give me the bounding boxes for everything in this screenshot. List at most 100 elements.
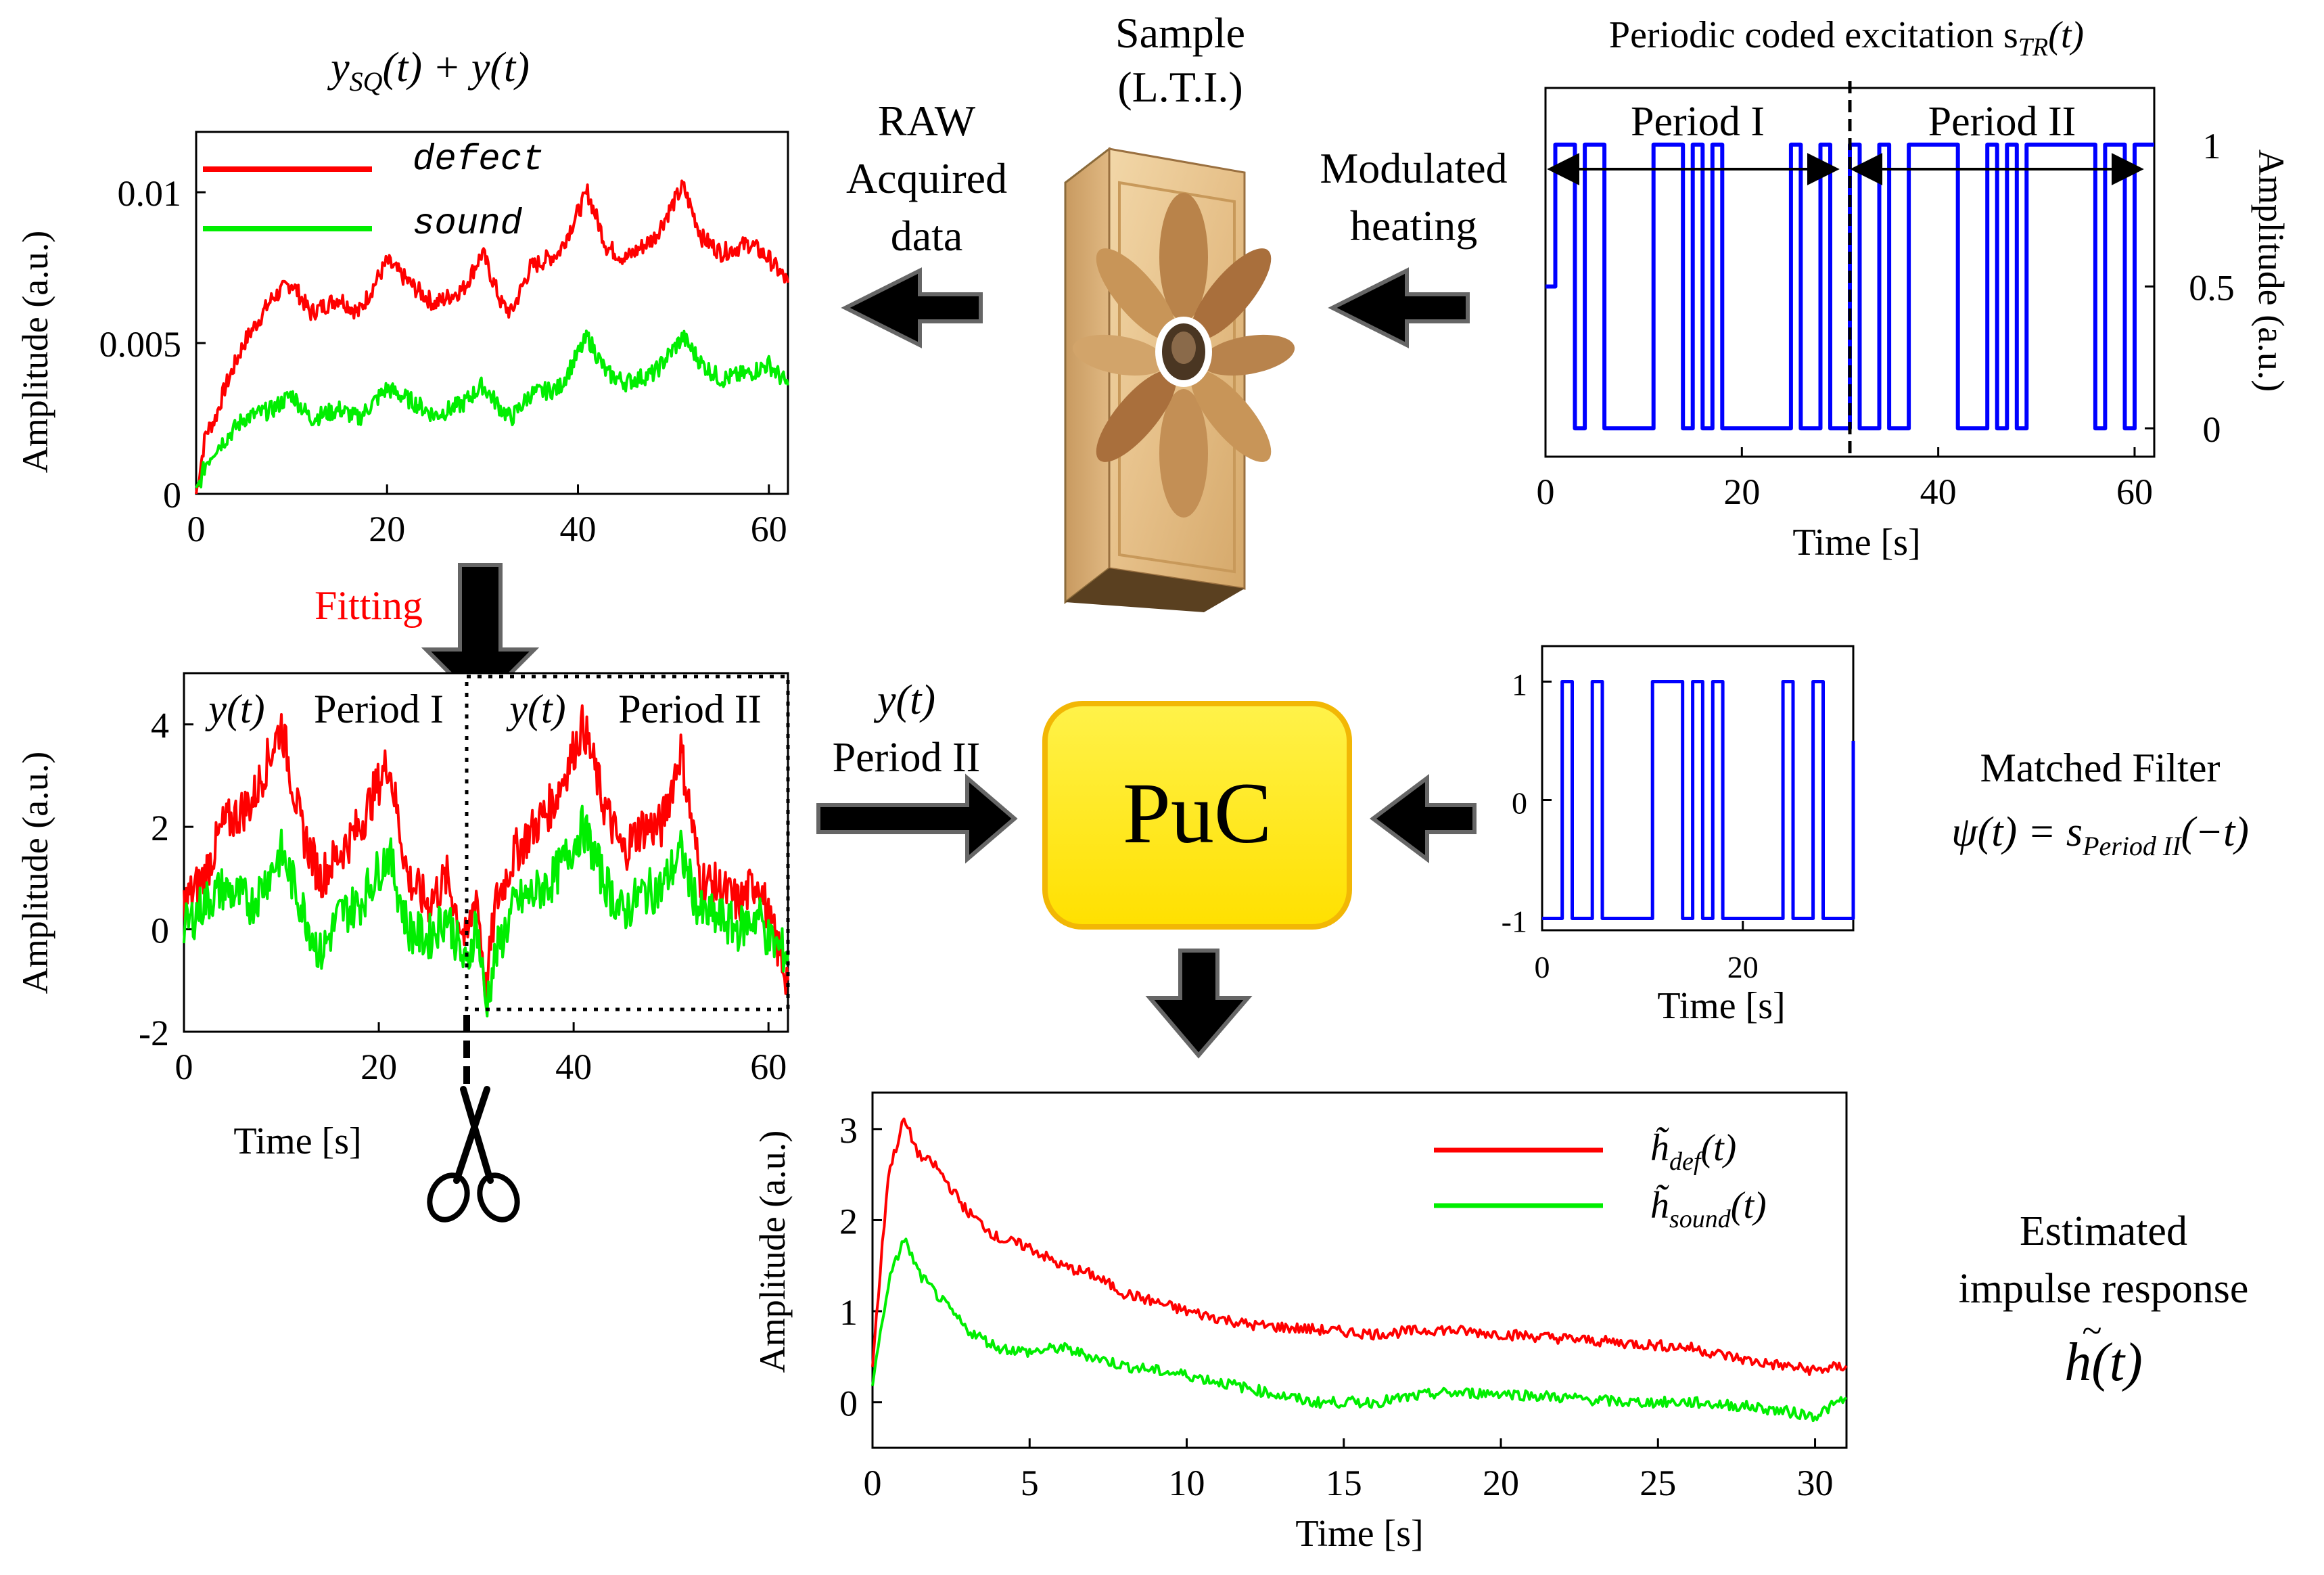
sample-label-line2: (L.T.I.)	[1117, 63, 1242, 111]
arrow-to-puc	[816, 773, 1018, 864]
fitted-ytick-label: 0	[151, 911, 169, 951]
impulse-series-h_sound	[871, 1237, 1848, 1423]
arrow-mf-to-puc	[1370, 774, 1477, 863]
mf-title: Matched Filter	[1980, 746, 2221, 790]
excitation-xtick-label: 60	[2116, 472, 2153, 512]
fitted-period-1: Period I	[314, 687, 444, 731]
impulse-xtick-label: 25	[1640, 1463, 1676, 1503]
matched-xlabel: Time [s]	[1657, 985, 1785, 1027]
raw-ytick-label: 0.005	[99, 324, 182, 365]
impulse-xtick-label: 30	[1797, 1463, 1834, 1503]
impulse-xtick-label: 5	[1021, 1463, 1039, 1503]
fitted-xlabel: Time [s]	[233, 1120, 361, 1162]
impulse-xtick-label: 10	[1169, 1463, 1205, 1503]
raw-xtick-label: 60	[751, 509, 787, 549]
excitation-xtick-label: 20	[1723, 472, 1760, 512]
mf-formula: ψ(t) = sPeriod II(−t)	[1951, 809, 2249, 861]
raw-label-line3: data	[891, 212, 963, 260]
matched-filter-chart: 0 20-101 Time [s]	[1502, 645, 1855, 1027]
impulse-legend: h̃def(t) h̃sound(t)	[1434, 1126, 1767, 1233]
excitation-ylabel: Amplitude (a.u.)	[2251, 150, 2292, 392]
raw-label-line1: RAW	[878, 97, 976, 145]
yt-period2-line1: y(t)	[873, 677, 935, 723]
period-2-selection-box	[465, 675, 790, 1011]
impulse-legend-def: h̃def(t)	[1650, 1126, 1736, 1176]
fitted-ytick-label: -2	[139, 1013, 169, 1053]
fitted-xtick-label: 0	[175, 1047, 193, 1087]
impulse-series-h_def	[871, 1117, 1848, 1376]
raw-label-line2: Acquired	[846, 154, 1007, 202]
mod-label-line1: Modulated	[1320, 144, 1507, 192]
excitation-ytick-label: 1	[2203, 126, 2221, 166]
arrow-puc-down	[1145, 949, 1253, 1059]
raw-xtick-label: 40	[560, 509, 597, 549]
raw-acquired-label: RAW Acquired data	[846, 97, 1007, 260]
puc-block: PuC	[1042, 701, 1352, 930]
excitation-series-s_TR	[1546, 142, 2154, 431]
modulated-heating-label: Modulated heating	[1320, 144, 1507, 250]
sample-label-line1: Sample	[1115, 9, 1245, 57]
raw-chart: ySQ(t) + y(t) 0 20 40 60 0 0.005 0.01 Amplitud…	[15, 45, 789, 549]
fitted-ytick-label: 4	[151, 706, 169, 746]
sample-panel-icon	[1064, 146, 1295, 612]
fitted-xtick-label: 20	[361, 1047, 397, 1087]
raw-series-defect	[195, 179, 789, 495]
matched-xtick-label: 0	[1535, 950, 1550, 984]
excitation-xlabel: Time [s]	[1792, 522, 1920, 564]
excitation-xtick-label: 0	[1537, 472, 1555, 512]
svg-text:~: ~	[2082, 1310, 2101, 1351]
impulse-xtick-label: 20	[1483, 1463, 1519, 1503]
excitation-xtick-label: 40	[1920, 472, 1957, 512]
impulse-plot-area	[871, 1091, 1848, 1449]
period-1-label: Period I	[1631, 99, 1765, 145]
est-line2: impulse response	[1959, 1266, 2249, 1312]
raw-legend: defect sound	[203, 139, 544, 245]
impulse-ytick-label: 3	[839, 1110, 858, 1151]
arrow-to-raw	[841, 267, 983, 348]
raw-ytick-label: 0.01	[118, 173, 182, 214]
excitation-ytick-label: 0.5	[2189, 267, 2235, 308]
impulse-ytick-label: 1	[839, 1292, 858, 1333]
matched-plot-area	[1541, 645, 1855, 932]
fitted-xtick-label: 40	[555, 1047, 592, 1087]
mod-label-line2: heating	[1350, 202, 1477, 250]
raw-legend-defect: defect	[413, 139, 544, 181]
raw-ytick-label: 0	[163, 475, 181, 516]
period-2-label: Period II	[1928, 99, 2076, 145]
excitation-title: Periodic coded excitation sTR(t)	[1609, 14, 2084, 62]
impulse-chart: 0 5 10 15 20 25 30 0 1 2 3 Amplitude (a.u.) Time […	[752, 1091, 1848, 1555]
fitted-xtick-label: 60	[750, 1047, 787, 1087]
fitted-ylabel: Amplitude (a.u.)	[15, 752, 55, 994]
raw-ylabel: Amplitude (a.u.)	[15, 231, 55, 473]
matched-series-psi	[1542, 680, 1855, 920]
impulse-legend-sound: h̃sound(t)	[1650, 1184, 1767, 1233]
estimated-impulse-label: Estimated impulse response h(t) ~	[1959, 1208, 2249, 1392]
raw-xtick-label: 0	[187, 509, 206, 549]
puc-label: PuC	[1123, 765, 1272, 861]
sample-group: Sample (L.T.I.)	[1064, 9, 1295, 612]
yt-period2-label: y(t) Period II	[833, 677, 981, 781]
scissors-icon	[427, 1086, 520, 1223]
est-h: h(t)	[2064, 1333, 2143, 1392]
fitted-yt-2: y(t)	[505, 687, 565, 731]
matched-ytick-label: 1	[1512, 668, 1527, 702]
fitted-ytick-label: 2	[151, 808, 169, 848]
matched-filter-label: Matched Filter ψ(t) = sPeriod II(−t)	[1951, 746, 2249, 861]
impulse-ytick-label: 0	[839, 1384, 858, 1424]
matched-ytick-label: 0	[1512, 786, 1527, 821]
fitting-label: Fitting	[315, 583, 423, 628]
excitation-ytick-label: 0	[2203, 409, 2221, 450]
impulse-xtick-label: 0	[864, 1463, 882, 1503]
excitation-chart: Periodic coded excitation sTR(t) 0 20 40 60…	[1537, 14, 2292, 564]
fitted-series-defect	[183, 704, 789, 999]
est-line1: Estimated	[2020, 1208, 2187, 1254]
matched-xtick-label: 20	[1727, 950, 1759, 984]
raw-chart-title: ySQ(t) + y(t)	[327, 45, 530, 97]
raw-series-sound	[195, 329, 789, 488]
impulse-xtick-label: 15	[1326, 1463, 1362, 1503]
impulse-ylabel: Amplitude (a.u.)	[752, 1131, 793, 1373]
raw-xtick-label: 20	[369, 509, 405, 549]
impulse-ytick-label: 2	[839, 1201, 858, 1241]
